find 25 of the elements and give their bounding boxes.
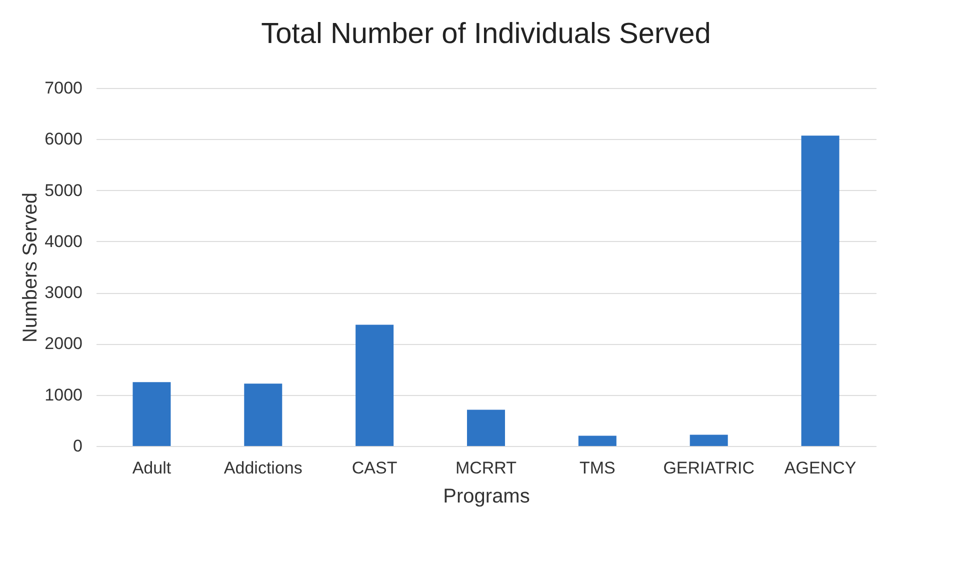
bar [132,382,171,446]
chart-title: Total Number of Individuals Served [261,18,711,50]
y-tick-label: 2000 [44,334,82,354]
x-tick-label: TMS [579,458,616,478]
x-axis-title: Programs [443,486,530,508]
y-tick-label: 3000 [44,283,82,302]
bar [244,384,282,446]
y-tick-label: 4000 [44,232,82,251]
y-tick-label: 5000 [44,180,82,200]
y-axis-title: Numbers Served [20,192,42,343]
x-tick-label: Addictions [224,458,302,478]
bar [467,410,505,446]
y-tick-label: 0 [73,436,82,456]
x-tick-label: Adult [132,458,172,478]
x-tick-label: AGENCY [784,458,856,478]
x-tick-label: CAST [352,458,398,478]
bar [356,324,394,446]
bar [801,136,840,446]
bar [690,434,728,446]
y-tick-label: 7000 [44,78,82,98]
y-tick-label: 1000 [44,385,82,404]
x-tick-label: MCRRT [455,458,517,478]
x-tick-label: GERIATRIC [663,458,755,478]
y-tick-label: 6000 [44,130,82,149]
bar [578,436,616,446]
